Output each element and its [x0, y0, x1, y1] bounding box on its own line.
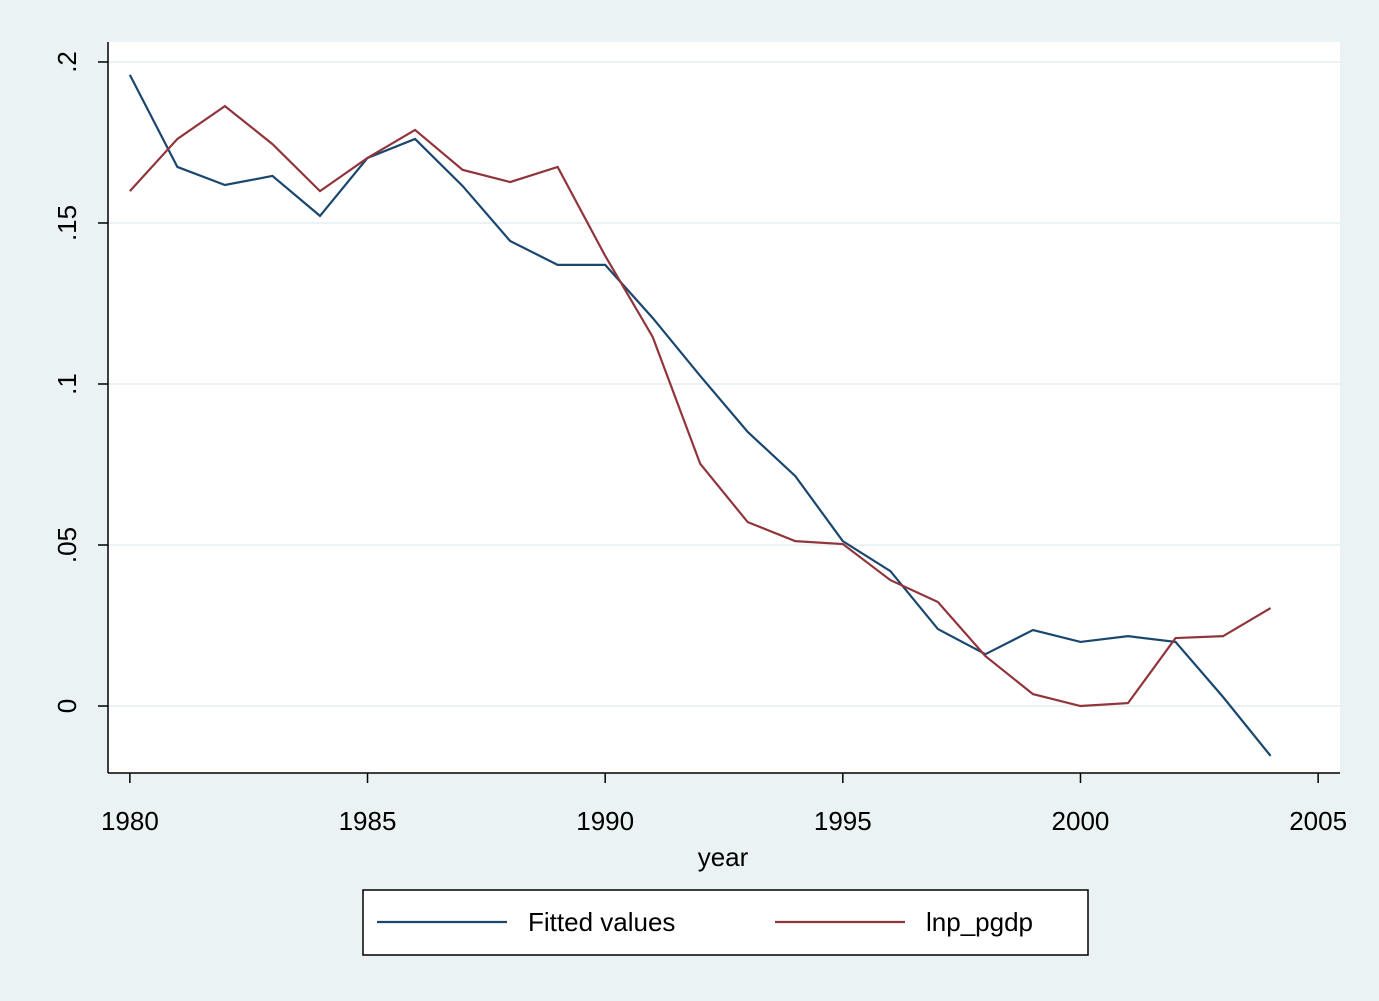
- y-tick-label: .2: [52, 51, 82, 73]
- x-tick-label: 2000: [1052, 806, 1110, 836]
- y-tick-label: 0: [52, 699, 82, 713]
- legend-label: Fitted values: [528, 907, 675, 937]
- x-tick-label: 1985: [339, 806, 397, 836]
- legend-label: lnp_pgdp: [926, 907, 1033, 937]
- y-tick-label: .05: [52, 527, 82, 563]
- y-tick-label: .1: [52, 373, 82, 395]
- x-tick-label: 1990: [576, 806, 634, 836]
- series-line: [128, 74, 1272, 757]
- series-line: [129, 104, 1272, 708]
- x-tick-label: 1995: [814, 806, 872, 836]
- x-tick-label: 2005: [1289, 806, 1347, 836]
- x-tick-label: 1980: [101, 806, 159, 836]
- x-axis-title: year: [698, 842, 749, 872]
- y-tick-label: .15: [52, 205, 82, 241]
- plot-area: [108, 42, 1340, 773]
